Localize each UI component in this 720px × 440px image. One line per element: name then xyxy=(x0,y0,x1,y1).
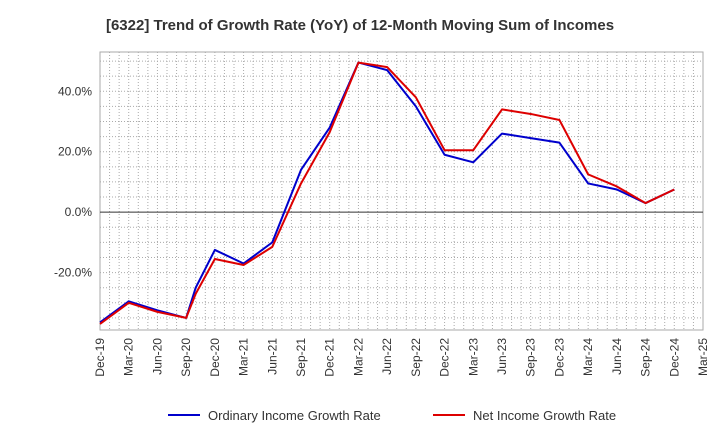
plot-frame xyxy=(99,51,704,331)
x-tick-label: Jun-21 xyxy=(265,338,279,375)
x-tick-label: Jun-23 xyxy=(495,338,509,375)
x-tick-label: Dec-24 xyxy=(667,338,681,377)
x-tick-label: Dec-19 xyxy=(93,338,107,377)
x-tick-label: Jun-20 xyxy=(150,338,164,375)
axis-layer: -20.0% 0.0% 20.0% 40.0% Dec-19 Mar-20 Jun-20 Se… xyxy=(54,84,710,376)
legend-label: Net Income Growth Rate xyxy=(473,408,616,423)
grid-layer xyxy=(99,51,704,331)
x-tick-label: Sep-24 xyxy=(639,338,653,377)
x-tick-label: Mar-23 xyxy=(466,338,480,376)
x-tick-label: Sep-20 xyxy=(179,338,193,377)
x-tick-label: Jun-22 xyxy=(380,338,394,375)
x-tick-label: Mar-21 xyxy=(237,338,251,376)
y-tick-label: 40.0% xyxy=(58,84,92,98)
x-tick-label: Dec-22 xyxy=(438,338,452,377)
x-tick-label: Mar-25 xyxy=(696,338,710,376)
x-tick-label: Mar-24 xyxy=(581,338,595,376)
x-tick-label: Dec-20 xyxy=(208,338,222,377)
x-tick-label: Sep-21 xyxy=(294,338,308,377)
y-tick-label: -20.0% xyxy=(54,266,92,280)
y-tick-label: 20.0% xyxy=(58,145,92,159)
x-tick-label: Sep-22 xyxy=(409,338,423,377)
y-tick-label: 0.0% xyxy=(65,205,93,219)
series-line xyxy=(99,61,675,324)
legend-label: Ordinary Income Growth Rate xyxy=(208,408,381,423)
x-tick-label: Dec-21 xyxy=(323,338,337,377)
series-line xyxy=(99,61,675,325)
x-tick-label: Mar-20 xyxy=(122,338,136,376)
legend: Ordinary Income Growth Rate Net Income Gr… xyxy=(168,408,616,423)
x-tick-label: Sep-23 xyxy=(524,338,538,377)
x-tick-label: Dec-23 xyxy=(552,338,566,377)
x-tick-label: Mar-22 xyxy=(351,338,365,376)
chart-title: [6322] Trend of Growth Rate (YoY) of 12-… xyxy=(106,17,614,34)
series-layer xyxy=(99,61,675,325)
x-tick-label: Jun-24 xyxy=(610,338,624,375)
